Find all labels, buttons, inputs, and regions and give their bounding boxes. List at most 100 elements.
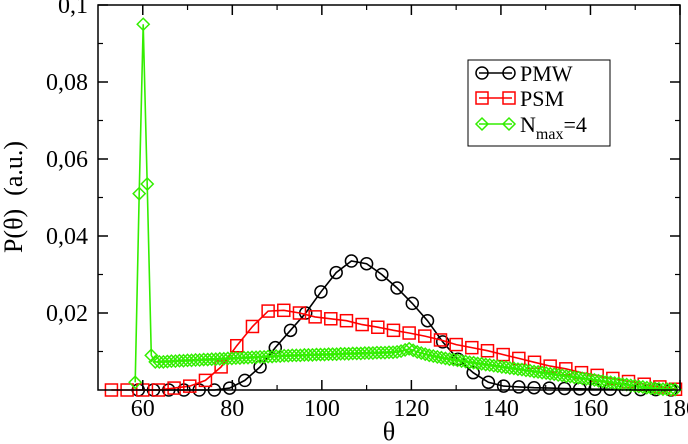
data-point bbox=[308, 310, 322, 324]
data-point bbox=[283, 323, 298, 338]
data-point bbox=[542, 381, 557, 395]
data-point bbox=[551, 367, 566, 383]
data-point bbox=[547, 367, 562, 382]
data-point bbox=[490, 359, 505, 374]
data-point bbox=[559, 369, 574, 384]
data-point bbox=[450, 353, 465, 368]
data-point bbox=[292, 306, 307, 320]
data-point bbox=[522, 363, 538, 378]
data-point bbox=[668, 382, 683, 397]
data-point bbox=[402, 341, 417, 356]
data-point bbox=[466, 365, 480, 380]
legend-entry: PSM bbox=[475, 86, 564, 111]
data-point bbox=[510, 362, 525, 377]
data-point bbox=[359, 256, 374, 271]
data-point bbox=[607, 376, 622, 391]
data-point bbox=[567, 370, 582, 385]
data-point bbox=[167, 381, 181, 395]
data-point bbox=[512, 380, 526, 394]
data-point bbox=[324, 312, 338, 326]
data-point bbox=[579, 371, 594, 386]
data-point bbox=[627, 378, 642, 393]
legend-marker bbox=[475, 66, 489, 80]
data-point bbox=[136, 17, 151, 32]
data-point bbox=[458, 354, 473, 369]
data-point bbox=[183, 379, 197, 393]
data-point bbox=[422, 348, 437, 363]
legend-marker bbox=[502, 66, 516, 80]
data-point bbox=[539, 365, 554, 381]
data-point bbox=[253, 360, 267, 374]
data-point bbox=[480, 343, 495, 358]
y-tick-label: 0,08 bbox=[46, 70, 88, 96]
data-point bbox=[144, 348, 159, 363]
data-point bbox=[140, 176, 155, 192]
data-point bbox=[514, 362, 530, 377]
data-point bbox=[462, 355, 477, 370]
data-point bbox=[587, 372, 602, 388]
data-point bbox=[506, 361, 521, 376]
data-point bbox=[449, 337, 463, 352]
data-point bbox=[245, 319, 260, 334]
data-point bbox=[339, 313, 354, 328]
data-point bbox=[470, 356, 485, 371]
y-tick-label: 0,02 bbox=[46, 301, 88, 327]
x-tick-label: 180 bbox=[662, 396, 688, 422]
data-point bbox=[531, 364, 546, 379]
legend-label: PSM bbox=[520, 86, 564, 111]
y-tick-label: 0,1 bbox=[58, 0, 88, 19]
data-point bbox=[599, 374, 614, 389]
data-point bbox=[663, 382, 679, 397]
data-point bbox=[402, 326, 416, 340]
data-point bbox=[623, 378, 638, 393]
data-point bbox=[527, 380, 541, 395]
data-point bbox=[603, 375, 618, 390]
data-point bbox=[414, 345, 429, 361]
legend-marker bbox=[501, 116, 517, 132]
x-tick-label: 100 bbox=[304, 396, 340, 422]
data-point bbox=[486, 358, 501, 373]
data-point bbox=[214, 360, 228, 374]
legend-marker bbox=[475, 91, 489, 105]
legend-label: PMW bbox=[520, 61, 573, 86]
legend-box bbox=[467, 59, 611, 147]
data-point bbox=[418, 347, 433, 362]
data-point bbox=[465, 340, 479, 355]
data-point bbox=[222, 381, 237, 395]
x-axis-label: θ bbox=[383, 417, 395, 444]
data-point bbox=[434, 350, 449, 365]
data-point bbox=[603, 382, 617, 396]
legend-marker bbox=[474, 116, 490, 132]
data-point bbox=[571, 370, 586, 385]
data-point bbox=[518, 363, 534, 378]
data-point bbox=[438, 351, 453, 366]
data-point bbox=[454, 354, 469, 369]
data-point bbox=[355, 317, 369, 332]
data-point bbox=[478, 357, 493, 372]
data-point bbox=[575, 371, 590, 386]
data-point bbox=[631, 379, 646, 394]
data-point bbox=[418, 329, 432, 343]
series-line bbox=[138, 260, 672, 391]
legend-entry: PMW bbox=[475, 61, 573, 86]
legend-label-subscript: max bbox=[536, 126, 564, 143]
data-point bbox=[481, 375, 496, 390]
y-tick-label: 0,04 bbox=[46, 224, 88, 250]
data-point bbox=[426, 349, 441, 364]
data-point bbox=[446, 352, 461, 367]
data-point bbox=[386, 323, 401, 338]
x-tick-label: 160 bbox=[572, 396, 608, 422]
data-point bbox=[128, 375, 143, 390]
data-point bbox=[406, 343, 421, 358]
data-point bbox=[433, 333, 448, 347]
data-point bbox=[595, 374, 610, 389]
data-point bbox=[329, 265, 343, 280]
data-point bbox=[261, 304, 275, 318]
data-point bbox=[198, 373, 213, 388]
data-point bbox=[314, 285, 328, 299]
data-point bbox=[496, 347, 510, 362]
data-point bbox=[430, 349, 445, 364]
data-point bbox=[394, 344, 409, 359]
data-point bbox=[496, 379, 511, 393]
